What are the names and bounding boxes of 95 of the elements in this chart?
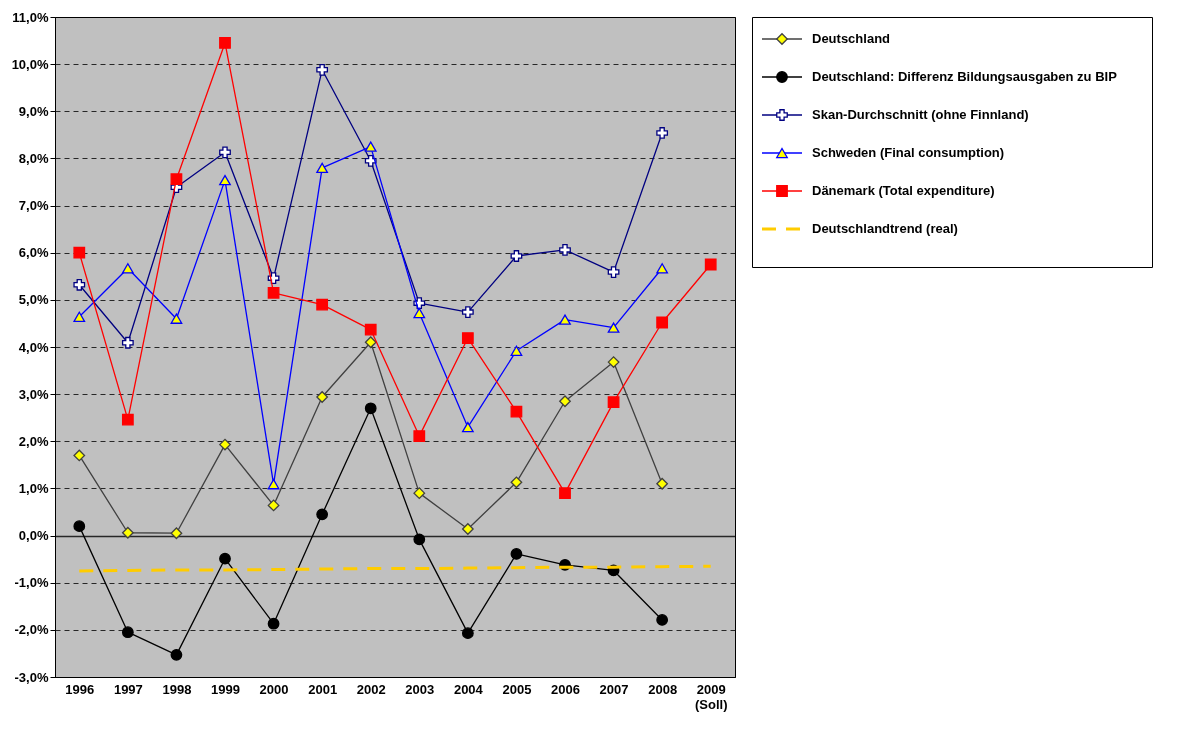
point <box>219 146 231 159</box>
point <box>461 306 474 319</box>
point <box>267 617 280 630</box>
y-tick-label: 5,0% <box>18 292 49 308</box>
point <box>73 311 86 323</box>
y-tick-label: 8,0% <box>18 150 49 166</box>
x-tick-label: 2006 <box>551 681 580 697</box>
point <box>170 527 183 540</box>
point <box>461 523 474 535</box>
point <box>316 63 329 76</box>
point <box>461 627 474 640</box>
point <box>559 395 571 408</box>
point <box>267 478 280 490</box>
point <box>656 477 669 490</box>
y-tick-label: -2,0% <box>14 622 49 638</box>
legend-label: Schweden (Final consumption) <box>812 145 1005 160</box>
point <box>121 626 134 639</box>
x-tick-label: 2002 <box>356 681 386 697</box>
y-tick-label: -1,0% <box>14 575 49 591</box>
y-tick-label: -3,0% <box>14 669 49 685</box>
point <box>364 402 377 415</box>
point <box>73 246 86 259</box>
point <box>364 141 377 152</box>
x-tick-label: 2000 <box>259 681 289 697</box>
y-tick-label: 3,0% <box>18 386 49 402</box>
point <box>656 614 669 626</box>
legend-label: Skan-Durchschnitt (ohne Finnland) <box>812 107 1029 122</box>
legend-label: Dänemark (Total expenditure) <box>812 183 995 198</box>
point <box>364 154 377 167</box>
point <box>559 314 571 325</box>
point <box>656 316 669 329</box>
point <box>413 307 426 319</box>
point <box>364 323 377 336</box>
point <box>73 278 86 291</box>
point <box>219 37 231 49</box>
legend-label: Deutschlandtrend (real) <box>812 221 958 236</box>
x-tick-label: 2001 <box>308 681 338 697</box>
point <box>219 552 231 565</box>
x-tick-label: 2009 (Soll) <box>694 681 728 712</box>
point <box>316 508 329 521</box>
y-tick-label: 6,0% <box>18 245 49 261</box>
point <box>267 286 280 299</box>
point <box>267 499 280 512</box>
point <box>510 250 523 262</box>
point <box>413 487 426 500</box>
point <box>461 421 474 433</box>
point <box>461 332 474 344</box>
point <box>121 526 134 539</box>
point <box>316 162 329 174</box>
point <box>364 336 377 349</box>
point <box>121 413 134 426</box>
x-tick-label: 2004 <box>453 681 484 697</box>
point <box>170 648 183 661</box>
point <box>413 533 426 546</box>
y-tick-label: 7,0% <box>18 198 49 214</box>
x-tick-label: 1996 <box>65 681 95 697</box>
y-tick-label: 1,0% <box>18 480 49 496</box>
y-tick-label: 2,0% <box>18 433 49 449</box>
point <box>219 438 231 451</box>
point <box>510 345 523 356</box>
point <box>607 396 620 409</box>
legend-label: Deutschland <box>812 31 891 46</box>
point <box>656 263 669 274</box>
point <box>413 430 426 442</box>
legend-label: Deutschland: Differenz Bildungsausgaben zu BIP <box>812 69 1118 84</box>
point <box>559 487 571 500</box>
point <box>607 266 620 278</box>
point <box>510 476 523 489</box>
point <box>656 127 669 139</box>
point <box>316 298 329 311</box>
y-tick-label: 4,0% <box>18 339 49 355</box>
point <box>219 174 231 186</box>
point <box>607 356 620 368</box>
point <box>704 258 717 271</box>
point <box>73 449 86 462</box>
x-tick-label: 2007 <box>599 681 629 697</box>
point <box>170 173 183 186</box>
y-tick-label: 0,0% <box>18 528 49 544</box>
point <box>559 243 571 256</box>
point <box>607 322 620 333</box>
y-tick-label: 10,0% <box>11 56 49 72</box>
point <box>316 391 329 403</box>
y-tick-label: 11,0% <box>12 9 49 25</box>
point <box>121 263 134 274</box>
x-tick-label: 2003 <box>405 681 435 697</box>
point <box>121 336 134 349</box>
x-tick-label: 1997 <box>113 681 143 697</box>
point <box>73 520 86 533</box>
point <box>170 313 183 324</box>
x-tick-label: 2005 <box>502 681 532 697</box>
x-tick-label: 1998 <box>162 681 192 697</box>
point <box>510 548 523 560</box>
x-tick-label: 1999 <box>211 681 240 697</box>
y-tick-label: 9,0% <box>18 103 49 119</box>
x-tick-label: 2008 <box>648 681 678 697</box>
